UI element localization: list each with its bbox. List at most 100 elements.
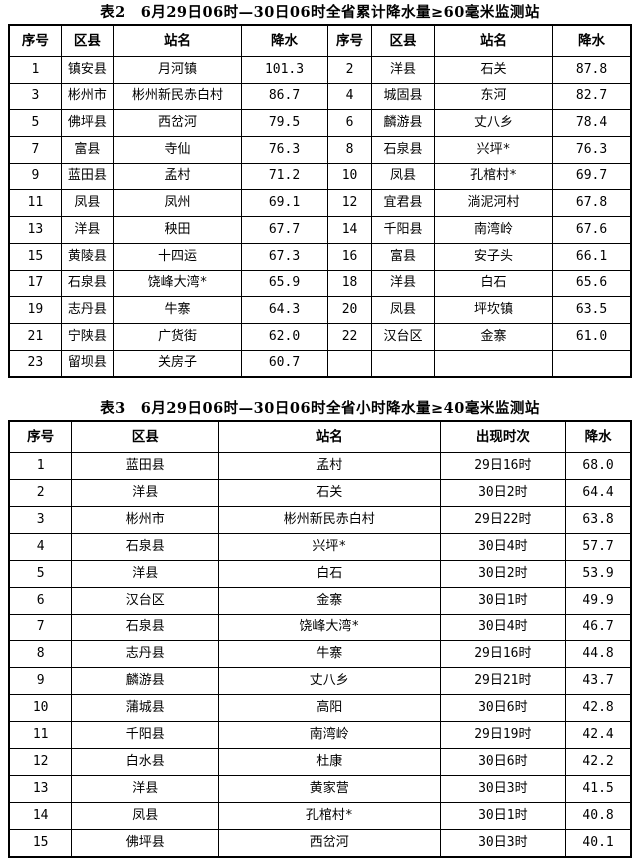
- table-cell: 洋县: [60, 216, 114, 244]
- table-cell: 20: [326, 296, 373, 324]
- table-cell: 63.8: [565, 506, 632, 534]
- table-cell: 42.8: [565, 694, 632, 723]
- table-cell: 洋县: [71, 559, 220, 588]
- table-cell: 石关: [218, 479, 441, 508]
- table-cell: 彬州市: [71, 506, 220, 534]
- column-header: 出现时次: [439, 420, 567, 454]
- table-cell: 凤县: [71, 801, 220, 830]
- table-cell: 86.7: [241, 82, 328, 111]
- column-header: 序号: [8, 420, 73, 454]
- column-header: 站名: [218, 420, 441, 454]
- table-cell: 23: [8, 349, 62, 378]
- table-cell: 87.8: [552, 56, 632, 84]
- table-cell: 15: [8, 242, 62, 271]
- table-cell: 石泉县: [60, 269, 114, 298]
- table-cell: [433, 349, 554, 378]
- table-cell: 秧田: [112, 216, 243, 244]
- table-cell: 9: [8, 667, 73, 696]
- table-cell: 4: [8, 532, 73, 561]
- table-row: 15 佛坪县 西岔河 30日3时 40.1: [8, 828, 632, 858]
- table-cell: 19: [8, 296, 62, 324]
- table-cell: 76.3: [552, 136, 632, 164]
- table-cell: 志丹县: [60, 296, 114, 324]
- table-cell: 10: [326, 162, 373, 191]
- table-cell: 千阳县: [371, 216, 435, 244]
- table3-hourly-precip: 序号 区县 站名 出现时次 降水 1 蓝田县 孟村 29日16时 68.0 2 洋县 石关 30日2时 6…: [8, 420, 632, 858]
- table-cell: 30日3时: [439, 774, 567, 803]
- table-cell: 丈八乡: [433, 109, 554, 138]
- table-cell: 7: [8, 136, 62, 164]
- table-cell: 11: [8, 721, 73, 750]
- table-cell: 4: [326, 82, 373, 111]
- table-cell: 42.4: [565, 721, 632, 750]
- table3-header-row: 序号 区县 站名 出现时次 降水: [8, 420, 632, 454]
- table-cell: 孟村: [218, 452, 441, 481]
- table-cell: 46.7: [565, 613, 632, 642]
- table-cell: 杜康: [218, 748, 441, 776]
- table-cell: 凤县: [60, 189, 114, 218]
- column-header: 区县: [60, 24, 114, 57]
- table-cell: 镇安县: [60, 56, 114, 84]
- column-header: 降水: [565, 420, 632, 454]
- table-cell: 彬州市: [60, 82, 114, 111]
- table3-title: 表3 6月29日06时—30日06时全省小时降水量≥40毫米监测站: [100, 400, 540, 418]
- table-row: 6 汉台区 金寨 30日1时 49.9: [8, 586, 632, 615]
- table-cell: 麟游县: [71, 667, 220, 696]
- column-header: 区县: [371, 24, 435, 57]
- table-cell: 西岔河: [112, 109, 243, 138]
- table-cell: 石关: [433, 56, 554, 84]
- table-cell: 宁陕县: [60, 322, 114, 351]
- table-cell: 43.7: [565, 667, 632, 696]
- table-cell: 6: [8, 586, 73, 615]
- table-row: 17 石泉县 饶峰大湾* 65.9 18 洋县 白石 65.6: [8, 269, 632, 298]
- table-cell: 白石: [433, 269, 554, 298]
- table-cell: 凤州: [112, 189, 243, 218]
- table-cell: 14: [326, 216, 373, 244]
- table-cell: 68.0: [565, 452, 632, 481]
- table-cell: 60.7: [241, 349, 328, 378]
- table-cell: 44.8: [565, 640, 632, 669]
- table-row: 1 镇安县 月河镇 101.3 2 洋县 石关 87.8: [8, 56, 632, 84]
- table-cell: 8: [326, 136, 373, 164]
- column-header: 站名: [433, 24, 554, 57]
- column-header: 降水: [241, 24, 328, 57]
- table-cell: 67.6: [552, 216, 632, 244]
- table-cell: 29日22时: [439, 506, 567, 534]
- column-header: 站名: [112, 24, 243, 57]
- table-cell: 30日6时: [439, 748, 567, 776]
- table-cell: 42.2: [565, 748, 632, 776]
- table-cell: 17: [8, 269, 62, 298]
- table-cell: 洋县: [371, 56, 435, 84]
- table-cell: 6: [326, 109, 373, 138]
- table-cell: 69.7: [552, 162, 632, 191]
- table2-cumulative-precip: 序号 区县 站名 降水 序号 区县 站名 降水 1 镇安县 月河镇 101.3 2 洋县 石关 87.8 3 彬…: [8, 24, 632, 379]
- table-cell: 29日19时: [439, 721, 567, 750]
- table-cell: 10: [8, 694, 73, 723]
- table-cell: 淌泥河村: [433, 189, 554, 218]
- table-cell: 孟村: [112, 162, 243, 191]
- table-cell: 40.1: [565, 828, 632, 858]
- table-cell: 广货街: [112, 322, 243, 351]
- table-cell: 40.8: [565, 801, 632, 830]
- table-cell: 凤县: [371, 296, 435, 324]
- table-cell: 14: [8, 801, 73, 830]
- table-cell: 富县: [371, 242, 435, 271]
- table-cell: 佛坪县: [71, 828, 220, 858]
- table-cell: 30日1时: [439, 801, 567, 830]
- table-cell: 蓝田县: [71, 452, 220, 481]
- table-cell: 76.3: [241, 136, 328, 164]
- table-cell: 彬州新民赤白村: [218, 506, 441, 534]
- table-cell: 2: [8, 479, 73, 508]
- table-row: 12 白水县 杜康 30日6时 42.2: [8, 748, 632, 776]
- table-cell: 黄陵县: [60, 242, 114, 271]
- table-cell: 富县: [60, 136, 114, 164]
- table-cell: 5: [8, 109, 62, 138]
- table-cell: 66.1: [552, 242, 632, 271]
- column-header: 区县: [71, 420, 220, 454]
- table-cell: 30日2时: [439, 479, 567, 508]
- table-cell: 30日4时: [439, 532, 567, 561]
- table-cell: 留坝县: [60, 349, 114, 378]
- table-cell: 城固县: [371, 82, 435, 111]
- table-cell: 麟游县: [371, 109, 435, 138]
- table-cell: 凤县: [371, 162, 435, 191]
